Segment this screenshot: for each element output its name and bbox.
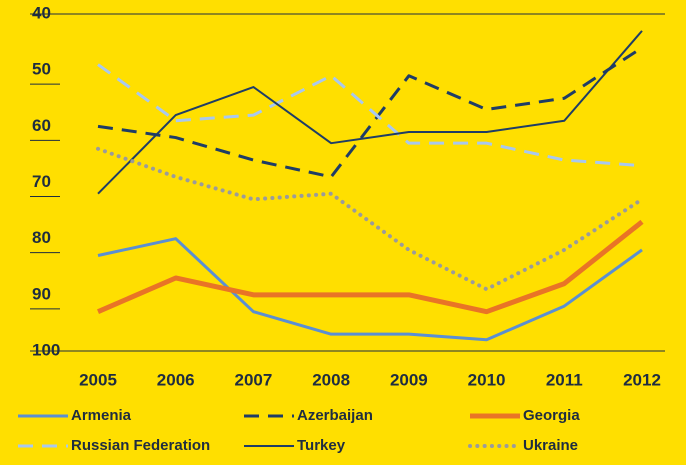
line-series	[97, 63, 643, 168]
legend-label: Ukraine	[523, 437, 578, 454]
legend-label: Turkey	[297, 437, 346, 454]
x-tick-label: 2007	[235, 370, 273, 389]
y-tick-label: 80	[32, 228, 51, 247]
legend-label: Russian Federation	[71, 437, 210, 454]
x-tick-label: 2008	[312, 370, 350, 389]
x-tick-label: 2006	[157, 370, 195, 389]
y-tick-label: 50	[32, 60, 51, 79]
x-tick-label: 2011	[546, 370, 583, 389]
line-series	[96, 146, 644, 292]
x-tick-label: 2005	[79, 370, 117, 389]
legend-label: Azerbaijan	[297, 407, 373, 424]
y-tick-label: 100	[32, 340, 60, 359]
legend-label: Georgia	[523, 407, 580, 424]
line-series	[97, 30, 643, 195]
x-tick-label: 2010	[468, 370, 506, 389]
line-series	[97, 46, 643, 179]
y-tick-label: 60	[32, 116, 51, 135]
x-tick-label: 2009	[390, 370, 428, 389]
y-tick-label: 70	[32, 172, 51, 191]
line-series	[97, 219, 644, 315]
x-tick-label: 2012	[623, 370, 661, 389]
y-tick-label: 40	[32, 3, 51, 22]
legend-label: Armenia	[71, 407, 132, 424]
y-tick-label: 90	[32, 284, 51, 303]
line-series	[97, 237, 643, 342]
